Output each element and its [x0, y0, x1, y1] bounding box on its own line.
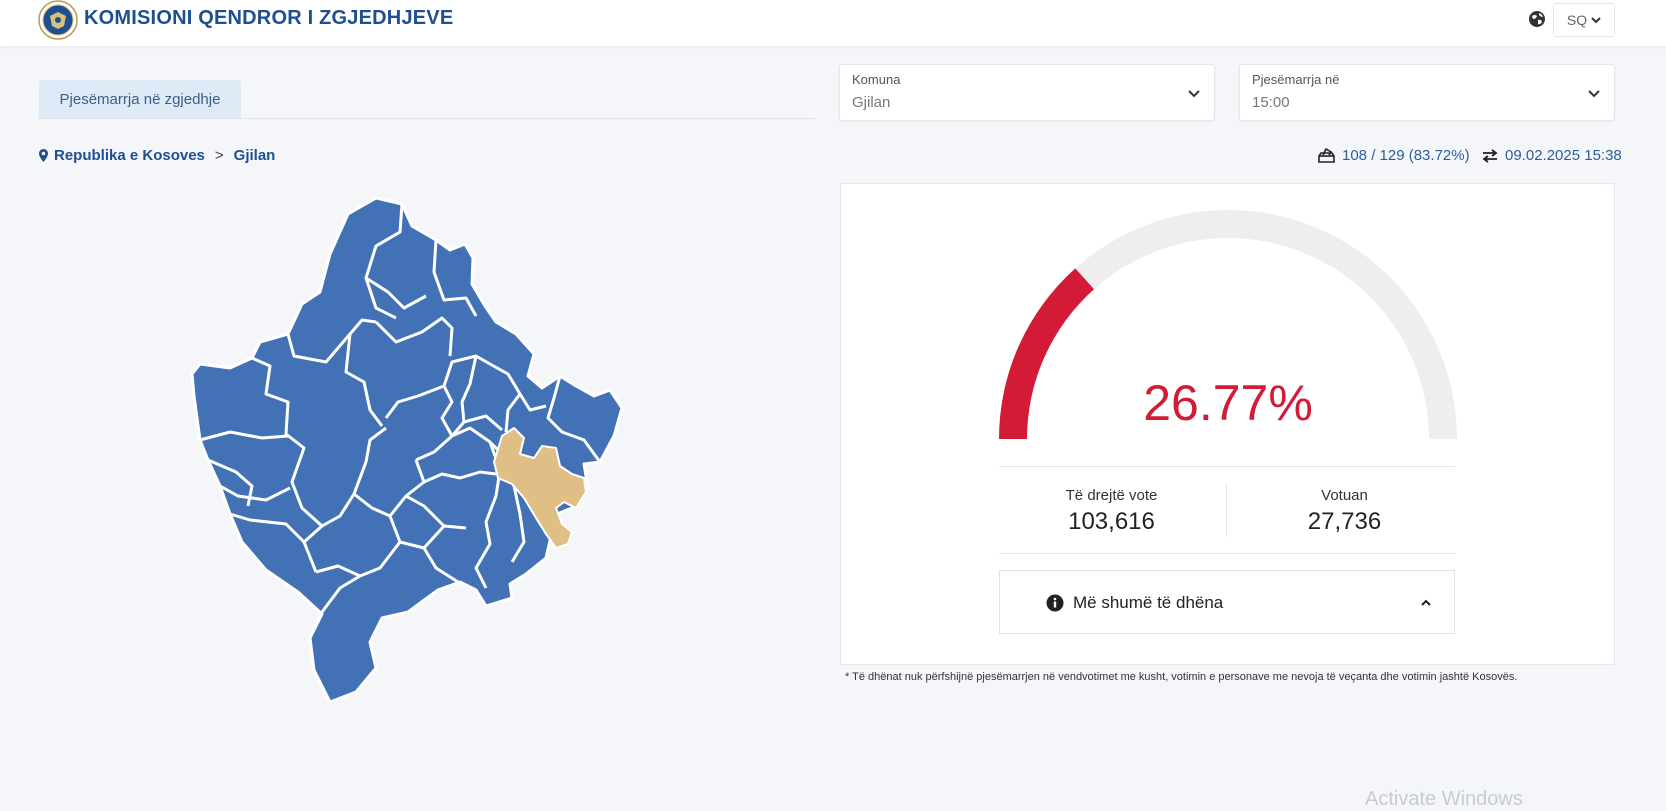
kosovo-map [190, 196, 624, 704]
kosovo-territory[interactable] [190, 196, 624, 704]
stats-top-divider [999, 466, 1455, 467]
breadcrumb-root[interactable]: Republika e Kosoves [54, 147, 205, 164]
tab-turnout-label: Pjesëmarrja në zgjedhje [59, 90, 221, 108]
language-selector[interactable]: SQ [1553, 3, 1615, 37]
gauge-fill [999, 268, 1094, 439]
municipality-select[interactable]: Komuna Gjilan [839, 64, 1215, 121]
breadcrumb: Republika e Kosoves > Gjilan [39, 147, 275, 164]
windows-watermark: Activate Windows [1365, 788, 1523, 810]
ballot-box-icon [1318, 148, 1335, 163]
language-code: SQ [1566, 12, 1588, 28]
last-updated-stat: 09.02.2025 15:38 [1482, 147, 1622, 164]
chevron-up-icon [1421, 599, 1431, 606]
municipality-value: Gjilan [852, 94, 891, 111]
tab-turnout[interactable]: Pjesëmarrja në zgjedhje [39, 80, 241, 118]
chevron-down-icon [1588, 90, 1600, 98]
municipality-borders [199, 203, 602, 639]
top-header: KOMISIONI QENDROR I ZGJEDHJEVE SQ [0, 0, 1666, 46]
turnout-time-value: 15:00 [1252, 94, 1290, 111]
chevron-down-icon [1591, 17, 1601, 24]
voted-value: 27,736 [1307, 508, 1382, 535]
eligible-voters-value: 103,616 [1068, 508, 1155, 535]
eligible-voters-stat: Të drejtë vote 103,616 [999, 487, 1224, 536]
voted-stat: Votuan 27,736 [1232, 487, 1457, 536]
turnout-gauge [999, 210, 1457, 439]
exchange-arrows-icon [1482, 148, 1498, 163]
last-updated-value: 09.02.2025 15:38 [1505, 147, 1622, 164]
globe-icon[interactable] [1528, 10, 1546, 28]
breadcrumb-separator: > [214, 147, 224, 164]
footnote: * Të dhënat nuk përfshijnë pjesëmarrjen … [845, 671, 1518, 683]
stats-vertical-divider [1226, 483, 1227, 537]
eligible-voters-label: Të drejtë vote [1065, 487, 1158, 504]
map-marker-icon [39, 149, 48, 162]
municipality-label: Komuna [852, 72, 901, 87]
stats-bottom-divider [999, 553, 1455, 554]
more-info-toggle[interactable]: Më shumë të dhëna [999, 570, 1455, 634]
turnout-time-select[interactable]: Pjesëmarrja në 15:00 [1239, 64, 1615, 121]
turnout-percentage: 26.77% [1143, 375, 1313, 431]
app-title[interactable]: KOMISIONI QENDROR I ZGJEDHJEVE [84, 7, 454, 29]
gjilan-highlight[interactable] [493, 427, 587, 549]
polling-stations-value: 108 / 129 (83.72%) [1342, 147, 1470, 164]
gauge-track [999, 210, 1457, 439]
tab-divider [39, 118, 815, 119]
voted-label: Votuan [1321, 487, 1368, 504]
kqz-seal-logo[interactable] [38, 0, 78, 40]
info-circle-icon [1046, 594, 1064, 612]
more-info-label: Më shumë të dhëna [1073, 593, 1224, 612]
breadcrumb-current: Gjilan [233, 147, 276, 164]
turnout-time-label: Pjesëmarrja në [1252, 72, 1340, 87]
polling-stations-stat: 108 / 129 (83.72%) [1318, 147, 1470, 164]
chevron-down-icon [1188, 90, 1200, 98]
